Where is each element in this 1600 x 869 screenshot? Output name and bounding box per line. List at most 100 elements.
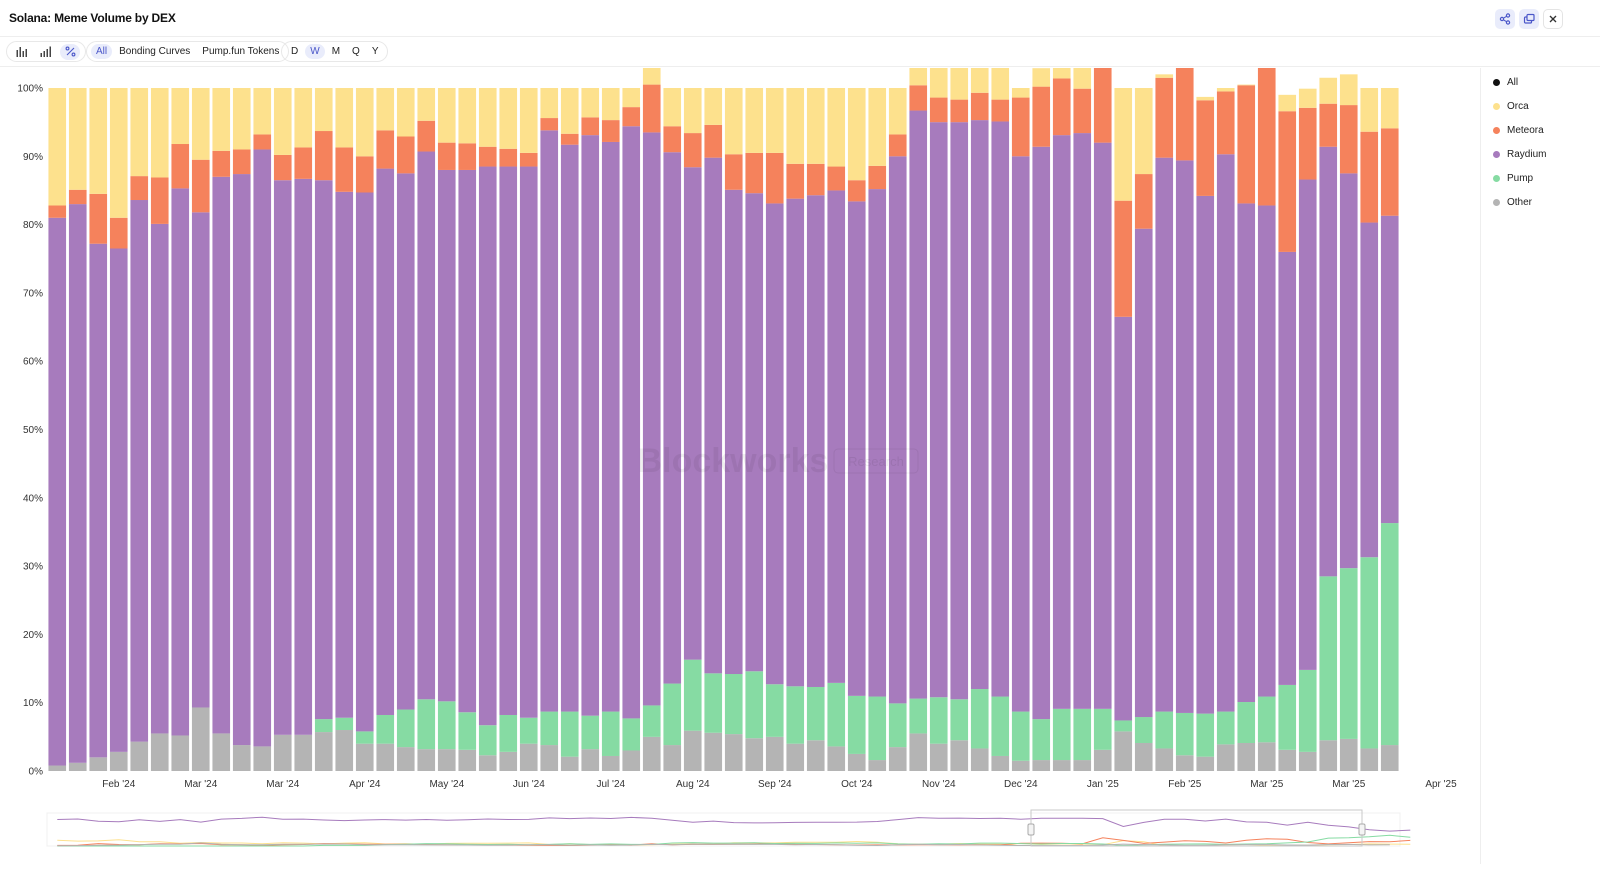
bar-pump[interactable] [581, 715, 600, 750]
bar-other[interactable] [909, 733, 928, 771]
bar-orca[interactable] [847, 88, 866, 181]
bar-raydium[interactable] [950, 122, 969, 700]
bar-other[interactable] [888, 747, 907, 771]
bar-pump[interactable] [1134, 717, 1153, 743]
bar-other[interactable] [1032, 760, 1051, 771]
bar-raydium[interactable] [417, 151, 436, 700]
bar-other[interactable] [273, 734, 292, 771]
bar-meteora[interactable] [355, 156, 374, 193]
bar-orca[interactable] [1052, 59, 1071, 79]
bar-raydium[interactable] [1175, 160, 1194, 713]
bar-raydium[interactable] [1011, 156, 1030, 712]
filter-all[interactable]: All [91, 44, 113, 59]
bar-pump[interactable] [724, 674, 743, 735]
bar-meteora[interactable] [150, 177, 169, 224]
bar-pump[interactable] [827, 682, 846, 747]
bar-meteora[interactable] [970, 92, 989, 121]
bar-pump[interactable] [1073, 708, 1092, 761]
bar-raydium[interactable] [273, 180, 292, 735]
bar-pump[interactable] [1339, 568, 1358, 739]
bar-raydium[interactable] [1319, 146, 1338, 577]
bar-raydium[interactable] [970, 120, 989, 690]
bar-orca[interactable] [1360, 88, 1379, 132]
bar-orca[interactable] [48, 88, 67, 206]
bar-other[interactable] [970, 748, 989, 771]
bar-raydium[interactable] [888, 156, 907, 704]
bar-orca[interactable] [1298, 88, 1317, 108]
bar-orca[interactable] [642, 60, 661, 85]
filter-bonding-curves[interactable]: Bonding Curves [119, 46, 191, 57]
bar-raydium[interactable] [745, 193, 764, 672]
bar-raydium[interactable] [68, 204, 87, 763]
bar-pump[interactable] [622, 718, 641, 751]
bar-other[interactable] [929, 743, 948, 771]
bar-meteora[interactable] [376, 130, 395, 169]
bar-meteora[interactable] [478, 146, 497, 167]
bar-orca[interactable] [1073, 67, 1092, 89]
bar-other[interactable] [48, 765, 67, 771]
bar-raydium[interactable] [786, 198, 805, 687]
bar-orca[interactable] [1278, 94, 1297, 112]
bar-raydium[interactable] [253, 149, 272, 747]
bar-orca[interactable] [704, 88, 723, 125]
bar-orca[interactable] [806, 88, 825, 164]
bar-raydium[interactable] [519, 166, 538, 718]
bar-other[interactable] [560, 756, 579, 771]
bar-orca[interactable] [478, 88, 497, 147]
embed-button[interactable] [1519, 9, 1539, 29]
bar-meteora[interactable] [1278, 111, 1297, 252]
bar-meteora[interactable] [89, 193, 108, 244]
bar-orca[interactable] [1011, 88, 1030, 98]
bar-other[interactable] [232, 745, 251, 771]
bar-raydium[interactable] [1052, 135, 1071, 709]
stacked-bar-button[interactable] [36, 44, 56, 60]
bar-orca[interactable] [765, 88, 784, 153]
bar-raydium[interactable] [1114, 316, 1133, 721]
period-y[interactable]: Y [371, 46, 379, 57]
bar-meteora[interactable] [48, 205, 67, 218]
bar-pump[interactable] [765, 684, 784, 737]
bar-meteora[interactable] [1011, 97, 1030, 157]
bar-other[interactable] [827, 746, 846, 771]
bar-other[interactable] [683, 730, 702, 771]
bar-raydium[interactable] [929, 122, 948, 698]
bar-other[interactable] [540, 745, 559, 771]
bar-chart-button[interactable] [12, 44, 32, 60]
bar-meteora[interactable] [745, 152, 764, 194]
bar-pump[interactable] [376, 714, 395, 744]
bar-pump[interactable] [437, 701, 456, 750]
bar-meteora[interactable] [540, 118, 559, 131]
bar-pump[interactable] [1216, 711, 1235, 745]
period-w[interactable]: W [305, 44, 325, 59]
bar-meteora[interactable] [109, 217, 128, 249]
bar-orca[interactable] [888, 88, 907, 135]
bar-meteora[interactable] [519, 152, 538, 167]
bar-meteora[interactable] [581, 117, 600, 136]
bar-meteora[interactable] [212, 150, 231, 177]
bar-raydium[interactable] [1216, 154, 1235, 712]
bar-orca[interactable] [253, 88, 272, 135]
bar-meteora[interactable] [294, 147, 313, 179]
bar-pump[interactable] [970, 689, 989, 749]
bar-pump[interactable] [704, 673, 723, 733]
bar-other[interactable] [335, 730, 354, 771]
bar-raydium[interactable] [601, 141, 620, 712]
bar-meteora[interactable] [663, 126, 682, 153]
bar-orca[interactable] [171, 88, 190, 145]
bar-meteora[interactable] [1216, 91, 1235, 155]
bar-other[interactable] [396, 747, 415, 771]
bar-orca[interactable] [314, 88, 333, 132]
bar-raydium[interactable] [191, 212, 210, 708]
bar-pump[interactable] [1278, 684, 1297, 750]
bar-meteora[interactable] [827, 166, 846, 191]
bar-raydium[interactable] [396, 173, 415, 710]
bar-orca[interactable] [581, 88, 600, 118]
bar-other[interactable] [950, 740, 969, 771]
bar-orca[interactable] [396, 88, 415, 137]
bar-meteora[interactable] [273, 154, 292, 181]
bar-other[interactable] [1298, 751, 1317, 771]
bar-raydium[interactable] [89, 243, 108, 758]
bar-orca[interactable] [519, 88, 538, 153]
bar-orca[interactable] [1319, 77, 1338, 104]
bar-meteora[interactable] [499, 148, 518, 167]
